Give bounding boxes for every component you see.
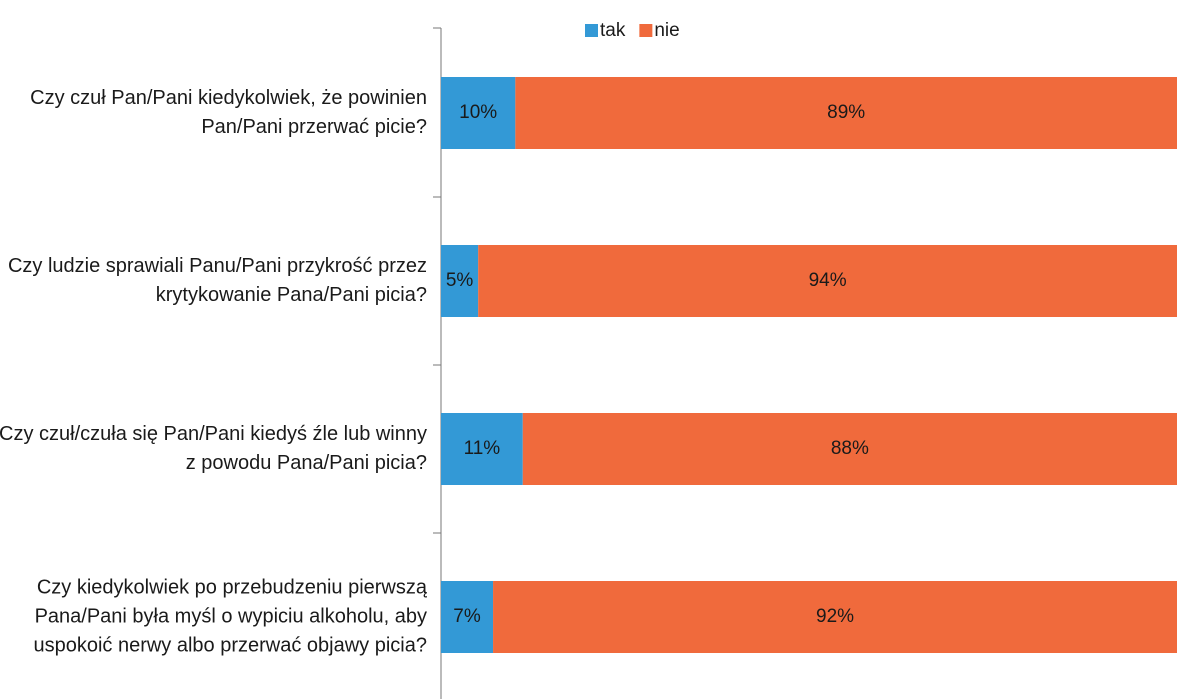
legend-swatch	[585, 24, 598, 37]
value-label: 11%	[464, 438, 501, 459]
legend-label: nie	[654, 20, 679, 41]
bar-segment	[441, 581, 494, 653]
value-label: 5%	[446, 270, 474, 291]
bar-segment	[515, 77, 1177, 149]
value-label: 94%	[809, 270, 847, 291]
value-label: 89%	[827, 102, 865, 123]
bar-segment	[441, 245, 479, 317]
legend-swatch	[639, 24, 653, 37]
bar-segment	[441, 413, 523, 485]
bar-segment	[441, 77, 516, 149]
bar-segment	[478, 245, 1177, 317]
category-label: Czy ludzie sprawiali Panu/Pani przykrość…	[7, 255, 427, 306]
legend-label: tak	[600, 20, 626, 41]
value-label: 88%	[831, 438, 869, 459]
category-label: Czy kiedykolwiek po przebudzeniu pierwsz…	[33, 576, 427, 657]
bar-segment	[493, 581, 1177, 653]
category-label: Czy czuł Pan/Pani kiedykolwiek, że powin…	[30, 87, 427, 138]
value-label: 92%	[816, 606, 854, 627]
value-label: 7%	[453, 606, 481, 627]
value-label: 10%	[459, 102, 497, 123]
bar-segment	[522, 413, 1177, 485]
category-label: Czy czuł/czuła się Pan/Pani kiedyś źle l…	[0, 423, 427, 474]
